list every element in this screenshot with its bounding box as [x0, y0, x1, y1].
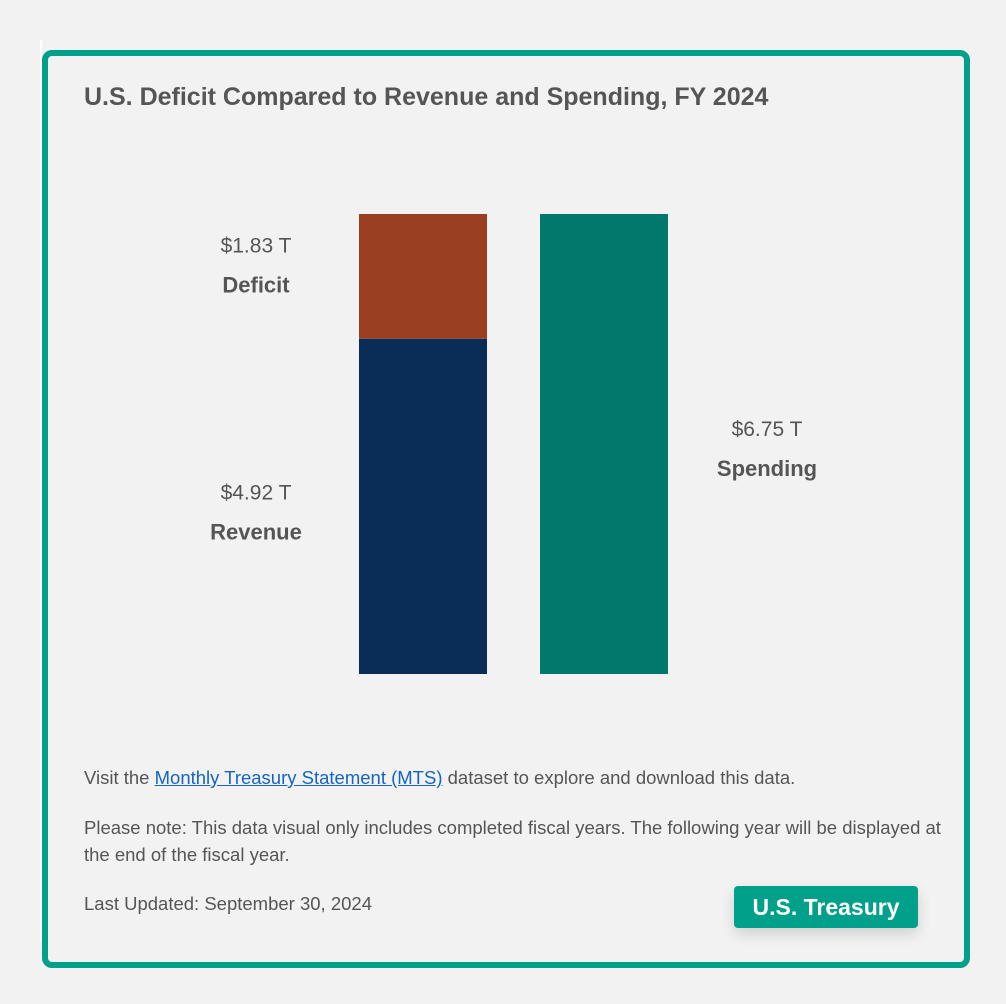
spending-bar — [540, 214, 668, 674]
spending-value-label: $6.75 T — [732, 418, 803, 441]
revenue-value-label: $4.92 T — [221, 481, 292, 504]
chart-svg: $4.92 T Revenue $1.83 T Deficit $6.75 T Spend… — [210, 214, 817, 674]
spending-name-label: Spending — [717, 456, 817, 481]
revenue-name-label: Revenue — [210, 519, 302, 544]
visit-suffix: dataset to explore and download this dat… — [442, 767, 796, 788]
visit-text: Visit the Monthly Treasury Statement (MT… — [84, 764, 944, 791]
revenue-bar — [359, 338, 487, 674]
chart-title: U.S. Deficit Compared to Revenue and Spe… — [84, 83, 769, 111]
us-treasury-badge: U.S. Treasury — [734, 886, 918, 928]
deficit-name-label: Deficit — [222, 272, 290, 297]
visit-prefix: Visit the — [84, 767, 155, 788]
left-rule — [40, 40, 42, 942]
mts-link[interactable]: Monthly Treasury Statement (MTS) — [154, 767, 443, 788]
deficit-value-label: $1.83 T — [221, 234, 292, 257]
chart-card: U.S. Deficit Compared to Revenue and Spe… — [42, 50, 970, 968]
deficit-bar — [359, 214, 487, 339]
last-updated: Last Updated: September 30, 2024 — [84, 893, 372, 914]
fiscal-year-note: Please note: This data visual only inclu… — [84, 817, 941, 865]
